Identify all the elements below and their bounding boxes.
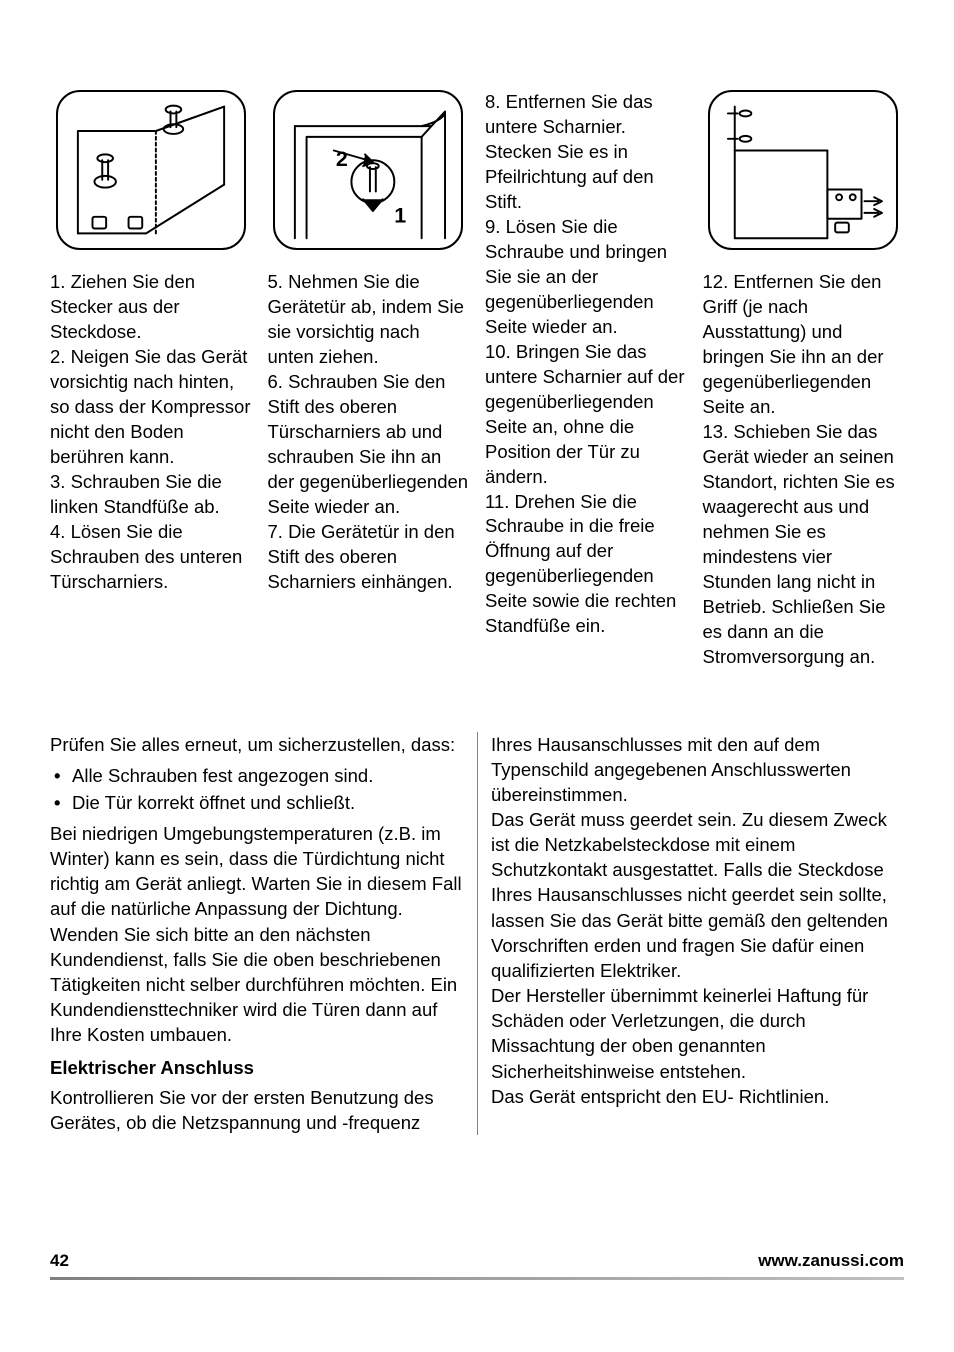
check-list: Alle Schrauben fest angezogen sind. Die … (50, 763, 463, 815)
bottom-right-column: Ihres Hausanschlusses mit den auf dem Ty… (491, 732, 904, 1135)
figure-1 (56, 90, 246, 250)
page-number: 42 (50, 1251, 69, 1271)
right-para-1: Ihres Hausanschlusses mit den auf dem Ty… (491, 732, 904, 807)
column-2: 2 1 5. Nehmen Sie die Gerätetür ab, inde… (268, 90, 470, 670)
right-para-2: Das Gerät muss geerdet sein. Zu diesem Z… (491, 807, 904, 983)
check-lead: Prüfen Sie alles erneut, um sicherzustel… (50, 732, 463, 757)
figure-2-label-a: 2 (336, 147, 348, 171)
figure-2: 2 1 (273, 90, 463, 250)
left-para-1: Bei niedrigen Umgebungstemperaturen (z.B… (50, 821, 463, 922)
left-para-2: Wenden Sie sich bitte an den nächsten Ku… (50, 922, 463, 1048)
bottom-grid: Prüfen Sie alles erneut, um sicherzustel… (50, 732, 904, 1135)
footer-line (50, 1277, 904, 1280)
column-1: 1. Ziehen Sie den Stecker aus der Steckd… (50, 90, 252, 670)
column-3: 8. Entfernen Sie das untere Scharnier. S… (485, 90, 687, 670)
column-2-text: 5. Nehmen Sie die Gerätetür ab, indem Si… (268, 270, 470, 595)
page: 1. Ziehen Sie den Stecker aus der Steckd… (0, 0, 954, 1352)
right-para-3: Der Hersteller übernimmt keinerlei Haftu… (491, 983, 904, 1084)
figure-2-label-b: 1 (395, 204, 407, 228)
bottom-left-column: Prüfen Sie alles erneut, um sicherzustel… (50, 732, 463, 1135)
list-item: Alle Schrauben fest angezogen sind. (50, 763, 463, 788)
footer-site: www.zanussi.com (758, 1251, 904, 1271)
column-1-text: 1. Ziehen Sie den Stecker aus der Steckd… (50, 270, 252, 595)
figure-3 (708, 90, 898, 250)
column-3-text: 8. Entfernen Sie das untere Scharnier. S… (485, 90, 687, 639)
right-para-4: Das Gerät entspricht den EU- Richtlinien… (491, 1084, 904, 1109)
left-para-3: Kontrollieren Sie vor der ersten Benutzu… (50, 1085, 463, 1135)
footer-row: 42 www.zanussi.com (50, 1251, 904, 1271)
footer: 42 www.zanussi.com (50, 1251, 904, 1280)
column-4: 12. Entfernen Sie den Griff (je nach Aus… (703, 90, 905, 670)
top-grid: 1. Ziehen Sie den Stecker aus der Steckd… (50, 90, 904, 670)
column-4-text: 12. Entfernen Sie den Griff (je nach Aus… (703, 270, 905, 670)
list-item: Die Tür korrekt öffnet und schließt. (50, 790, 463, 815)
section-heading: Elektrischer Anschluss (50, 1055, 463, 1080)
